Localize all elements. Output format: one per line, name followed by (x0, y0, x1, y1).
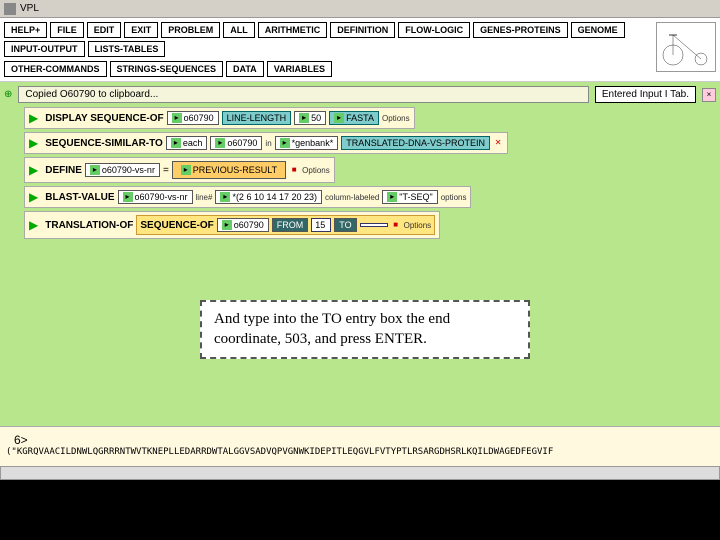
equals: = (163, 165, 169, 176)
expand-icon[interactable]: ⊕ (4, 89, 12, 100)
seq-chip[interactable]: ▸"T-SEQ" (382, 190, 437, 204)
toolbar-row-1: HELP+ FILE EDIT EXIT PROBLEM ALL ARITHME… (4, 22, 650, 57)
var-chip[interactable]: ▸o60790-vs-nr (85, 163, 160, 177)
cmd-display-sequence[interactable]: ▶ DISPLAY SEQUENCE-OF ▸o60790 LINE-LENGT… (24, 107, 415, 129)
options-link[interactable]: Options (382, 114, 410, 123)
db-chip[interactable]: ▸*genbank* (275, 136, 339, 150)
btn-strings[interactable]: STRINGS-SEQUENCES (110, 61, 224, 77)
delete-icon[interactable]: ■ (391, 220, 401, 230)
entity-chip[interactable]: ▸o60790 (167, 111, 219, 125)
to-input[interactable] (360, 223, 388, 227)
delete-icon[interactable]: ✕ (493, 138, 503, 148)
nested-sequence-of[interactable]: SEQUENCE-OF ▸o60790 FROM 15 TO ■ Options (136, 215, 435, 235)
line-label: line# (196, 193, 213, 202)
btn-genome[interactable]: GENOME (571, 22, 625, 38)
btn-problem[interactable]: PROBLEM (161, 22, 220, 38)
cmd-translation-of[interactable]: ▶ TRANSLATION-OF SEQUENCE-OF ▸o60790 FRO… (24, 211, 440, 239)
format-chip[interactable]: ▸FASTA (329, 111, 379, 125)
run-icon[interactable]: ▶ (29, 111, 38, 125)
toolbar: HELP+ FILE EDIT EXIT PROBLEM ALL ARITHME… (0, 18, 720, 82)
btn-all[interactable]: ALL (223, 22, 255, 38)
entity-chip[interactable]: ▸o60790 (210, 136, 262, 150)
var-chip[interactable]: ▸o60790-vs-nr (118, 190, 193, 204)
sub-label: SEQUENCE-OF (140, 220, 213, 231)
run-icon[interactable]: ▶ (29, 136, 38, 150)
btn-help[interactable]: HELP+ (4, 22, 47, 38)
toolbar-row-2: OTHER-COMMANDS STRINGS-SEQUENCES DATA VA… (4, 61, 650, 77)
status-message: Copied O60790 to clipboard... (18, 86, 589, 103)
options-link[interactable]: Options (302, 166, 330, 175)
cmd-label: SEQUENCE-SIMILAR-TO (45, 138, 163, 149)
btn-other[interactable]: OTHER-COMMANDS (4, 61, 107, 77)
window-title: VPL (20, 3, 39, 14)
cmd-label: BLAST-VALUE (45, 192, 114, 203)
logo-bicycle (656, 22, 716, 72)
btn-genes[interactable]: GENES-PROTEINS (473, 22, 568, 38)
btn-data[interactable]: DATA (226, 61, 264, 77)
btn-arithmetic[interactable]: ARITHMETIC (258, 22, 328, 38)
close-tab-icon[interactable]: × (702, 88, 716, 102)
options-link[interactable]: options (441, 193, 467, 202)
to-label: TO (334, 218, 356, 232)
btn-io[interactable]: INPUT-OUTPUT (4, 41, 85, 57)
output-panel: 6> ("KGRQVAACILDNWLQGRRRNTWVTKNEPLLEDARR… (0, 426, 720, 466)
run-icon[interactable]: ▶ (29, 163, 38, 177)
btn-definition[interactable]: DEFINITION (330, 22, 395, 38)
each-chip[interactable]: ▸each (166, 136, 208, 150)
btn-lists[interactable]: LISTS-TABLES (88, 41, 166, 57)
delete-icon[interactable]: ■ (289, 165, 299, 175)
horizontal-scrollbar[interactable] (0, 466, 720, 480)
mode-chip[interactable]: TRANSLATED-DNA-VS-PROTEIN (341, 136, 490, 150)
cmd-label: DISPLAY SEQUENCE-OF (45, 113, 163, 124)
tab-label[interactable]: Entered Input I Tab. (595, 86, 696, 103)
output-sequence: ("KGRQVAACILDNWLQGRRRNTWVTKNEPLLEDARRDWT… (6, 447, 714, 457)
btn-file[interactable]: FILE (50, 22, 84, 38)
prev-result-chip[interactable]: ▸PREVIOUS-RESULT (172, 161, 286, 179)
btn-flowlogic[interactable]: FLOW-LOGIC (398, 22, 470, 38)
btn-variables[interactable]: VARIABLES (267, 61, 332, 77)
cmd-blast-value[interactable]: ▶ BLAST-VALUE ▸o60790-vs-nr line# ▸*(2 6… (24, 186, 471, 208)
workspace: ⊕ Copied O60790 to clipboard... Entered … (0, 82, 720, 426)
btn-edit[interactable]: EDIT (87, 22, 122, 38)
len-value[interactable]: ▸50 (294, 111, 326, 125)
output-prompt: 6> (6, 433, 714, 447)
cmd-label: DEFINE (45, 165, 82, 176)
options-link[interactable]: Options (404, 221, 432, 230)
coords-chip[interactable]: ▸*(2 6 10 14 17 20 23) (215, 190, 322, 204)
line-length-chip[interactable]: LINE-LENGTH (222, 111, 292, 125)
instruction-callout: And type into the TO entry box the end c… (200, 300, 530, 359)
btn-exit[interactable]: EXIT (124, 22, 158, 38)
cmd-sequence-similar[interactable]: ▶ SEQUENCE-SIMILAR-TO ▸each ▸o60790 in ▸… (24, 132, 508, 154)
run-icon[interactable]: ▶ (29, 190, 38, 204)
run-icon[interactable]: ▶ (29, 218, 38, 232)
titlebar: VPL (0, 0, 720, 18)
app-icon (4, 3, 16, 15)
in-label: in (265, 139, 271, 148)
cmd-label: TRANSLATION-OF (45, 220, 133, 231)
cmd-define[interactable]: ▶ DEFINE ▸o60790-vs-nr = ▸PREVIOUS-RESUL… (24, 157, 335, 183)
col-label: column-labeled (325, 193, 379, 202)
from-input[interactable]: 15 (311, 218, 331, 232)
presentation-border (0, 480, 720, 540)
entity-chip[interactable]: ▸o60790 (217, 218, 269, 232)
from-label: FROM (272, 218, 309, 232)
